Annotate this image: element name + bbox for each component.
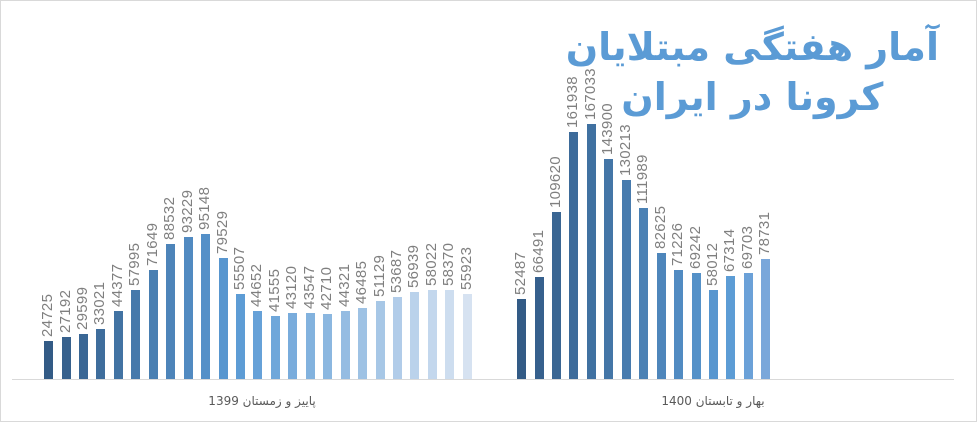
data-label: 58022 — [422, 242, 440, 286]
data-label: 56939 — [405, 244, 423, 288]
bar — [61, 337, 71, 379]
data-label: 69703 — [738, 225, 756, 269]
bar — [445, 290, 455, 379]
bar — [253, 311, 263, 379]
bar — [761, 259, 771, 379]
bar — [148, 270, 158, 379]
chart-title-line-1: آمار هفتگی مبتلایان — [565, 25, 939, 69]
data-label: 27192 — [56, 289, 74, 333]
data-label: 33021 — [91, 281, 109, 325]
bar — [726, 276, 736, 379]
bar — [427, 290, 437, 379]
data-label: 167033 — [581, 68, 599, 120]
data-label: 79529 — [213, 210, 231, 254]
data-label: 55923 — [457, 246, 475, 290]
data-label: 130213 — [616, 124, 634, 176]
bar — [743, 273, 753, 379]
data-label: 58012 — [704, 242, 721, 286]
data-label: 82625 — [651, 205, 669, 249]
bar — [323, 314, 333, 379]
bar — [375, 301, 385, 379]
x-axis-line — [12, 379, 954, 380]
data-label: 67314 — [721, 228, 739, 272]
data-label: 69242 — [686, 225, 704, 269]
bar — [78, 334, 88, 379]
data-label: 95148 — [196, 186, 213, 230]
data-label: 58370 — [440, 242, 458, 286]
bar — [656, 253, 666, 379]
data-label: 44321 — [335, 263, 353, 307]
bar — [691, 273, 701, 379]
data-label: 51129 — [370, 254, 388, 297]
bar — [410, 292, 420, 379]
data-label: 71226 — [669, 222, 686, 266]
bar — [166, 244, 176, 379]
data-label: 53687 — [388, 249, 405, 293]
data-label: 109620 — [546, 156, 564, 208]
bar — [270, 316, 280, 379]
bar — [218, 258, 228, 379]
bar — [551, 212, 561, 379]
data-label: 46485 — [353, 260, 371, 304]
bar — [131, 290, 141, 379]
bar — [569, 132, 579, 379]
bar — [709, 290, 718, 379]
data-label: 29599 — [73, 286, 91, 330]
bar — [639, 208, 649, 379]
bar — [358, 308, 368, 379]
data-label: 88532 — [161, 196, 179, 240]
bar — [183, 237, 193, 379]
bar — [44, 341, 53, 379]
bar — [604, 159, 614, 379]
bar — [393, 297, 402, 379]
data-label: 44652 — [248, 263, 266, 307]
data-label: 41555 — [265, 268, 283, 312]
data-label: 93229 — [178, 189, 196, 233]
bar — [113, 311, 123, 379]
bar — [534, 277, 544, 379]
data-label: 161938 — [564, 76, 582, 128]
data-label: 42710 — [318, 266, 336, 310]
bar — [305, 313, 315, 379]
chart-title-line-2: کرونا در ایران — [621, 75, 884, 119]
bar — [96, 329, 106, 379]
data-label: 78731 — [756, 211, 774, 255]
data-label: 43547 — [300, 265, 318, 309]
data-label: 52487 — [512, 251, 529, 295]
bar — [621, 180, 631, 379]
bar — [517, 299, 526, 379]
data-label: 44377 — [108, 263, 126, 307]
data-label: 57995 — [126, 242, 144, 286]
data-label: 143900 — [599, 103, 617, 155]
bar — [201, 234, 210, 379]
data-label: 24725 — [39, 293, 56, 337]
bar — [586, 124, 596, 379]
data-label: 66491 — [529, 229, 547, 273]
bar — [340, 311, 350, 379]
data-label: 71649 — [143, 222, 161, 266]
data-label: 55507 — [230, 246, 248, 290]
category-label-1400: بهار و تابستان 1400 — [661, 394, 765, 408]
category-label-1399: پاییز و زمستان 1399 — [208, 394, 316, 408]
bar — [674, 270, 683, 379]
data-label: 111989 — [634, 154, 652, 204]
bar — [462, 294, 472, 379]
bar — [288, 313, 298, 379]
data-label: 43120 — [283, 265, 301, 309]
chart-title: آمار هفتگی مبتلایان کرونا در ایران — [566, 22, 939, 122]
bar — [235, 294, 245, 379]
